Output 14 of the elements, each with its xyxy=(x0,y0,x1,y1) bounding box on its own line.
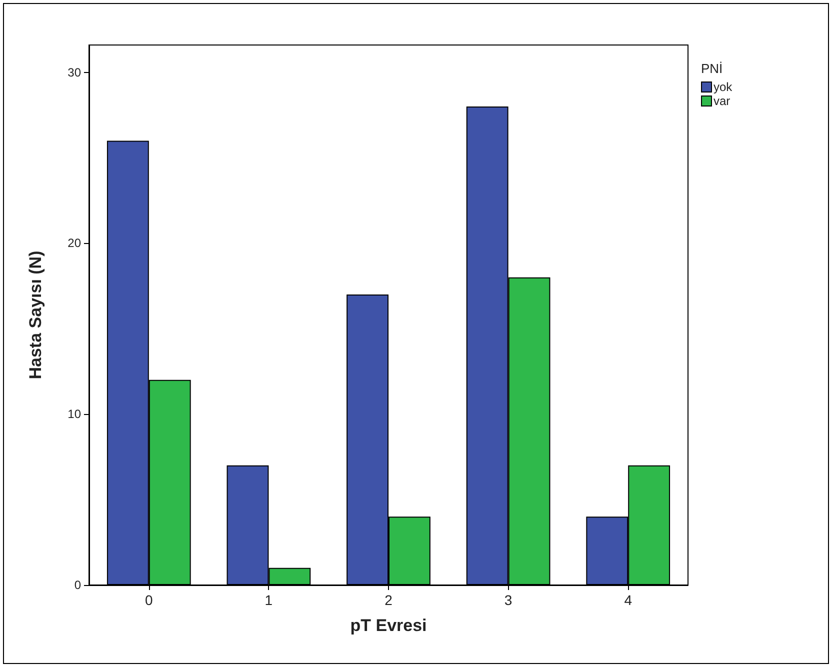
legend-label: var xyxy=(714,94,730,108)
x-tick-label: 4 xyxy=(624,592,632,608)
y-tick-label: 20 xyxy=(68,236,82,250)
y-tick-label: 30 xyxy=(68,65,82,80)
x-tick-label: 2 xyxy=(384,592,393,608)
y-axis-title: Hasta Sayısı (N) xyxy=(26,250,45,380)
y-tick-label: 10 xyxy=(68,407,82,422)
x-tick-label: 0 xyxy=(145,592,153,608)
x-tick-label: 1 xyxy=(264,592,273,608)
x-axis-title: pT Evresi xyxy=(350,616,427,635)
x-tick-label: 3 xyxy=(504,592,512,608)
legend-title: PNİ xyxy=(701,61,723,76)
y-tick-label: 0 xyxy=(74,578,82,592)
legend-label: yok xyxy=(714,80,734,94)
